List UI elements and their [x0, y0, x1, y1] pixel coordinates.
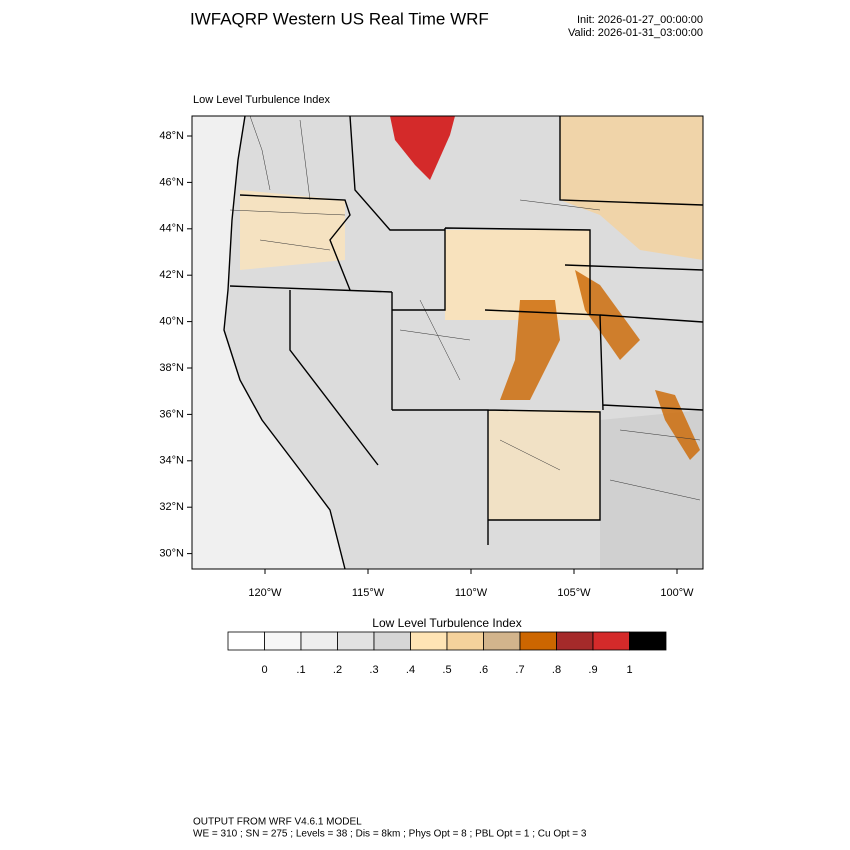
colorbar-label: .2 — [333, 664, 342, 676]
lon-tick-label: 115°W — [352, 587, 385, 599]
init-time: Init: 2026-01-27_00:00:00 — [577, 14, 703, 26]
colorbar-label: 1 — [626, 664, 632, 676]
map — [192, 116, 703, 569]
colorbar-title: Low Level Turbulence Index — [372, 616, 521, 630]
colorbar-box — [373, 631, 411, 651]
lat-tick-label: 46°N — [159, 176, 184, 188]
colorbar-label: .7 — [515, 664, 524, 676]
colorbar-box — [519, 631, 557, 651]
state-borders — [229, 116, 703, 545]
colorbar-box — [227, 631, 265, 651]
shade — [488, 410, 600, 520]
colorbar-box — [337, 631, 375, 651]
lon-tick-label: 105°W — [557, 587, 591, 599]
colorbar-box — [629, 631, 667, 651]
shade — [560, 116, 703, 260]
valid-time: Valid: 2026-01-31_03:00:00 — [568, 27, 703, 39]
lat-tick-label: 36°N — [159, 408, 184, 420]
axis-ticks: 48°N 46°N 44°N 42°N 40°N 38°N 36°N 34°N 32°N 30°N… — [159, 130, 694, 599]
colorbar-label: .6 — [479, 664, 488, 676]
shade — [240, 190, 345, 270]
colorbar-box — [483, 631, 521, 651]
colorbar: 0 .1 .2 .3 .4 .5 .6 .7 .8 .9 1 — [227, 631, 667, 676]
lat-tick-label: 32°N — [159, 501, 184, 513]
colorbar-label: 0 — [261, 664, 267, 676]
colorbar-box — [446, 631, 484, 651]
shade — [390, 116, 455, 180]
ocean — [192, 116, 345, 569]
colorbar-label: .8 — [552, 664, 561, 676]
map-frame — [191, 115, 704, 570]
lat-tick-label: 38°N — [159, 362, 184, 374]
colorbar-box — [264, 631, 302, 651]
shade — [500, 300, 560, 400]
lon-tick-label: 110°W — [455, 587, 488, 599]
main-title: IWFAQRP Western US Real Time WRF — [190, 9, 489, 28]
colorbar-box — [592, 631, 630, 651]
lon-tick-label: 100°W — [660, 587, 694, 599]
lat-tick-label: 30°N — [159, 548, 184, 560]
county-lines — [229, 116, 701, 501]
footer-line: OUTPUT FROM WRF V4.6.1 MODEL — [193, 817, 362, 828]
colorbar-box — [300, 631, 338, 651]
colorbar-label: .4 — [406, 664, 415, 676]
coastline — [223, 116, 346, 569]
colorbar-label: .1 — [296, 664, 305, 676]
colorbar-box — [556, 631, 594, 651]
lat-tick-label: 48°N — [159, 130, 184, 142]
lat-tick-label: 42°N — [159, 269, 184, 281]
colorbar-label: .5 — [442, 664, 451, 676]
colorbar-label: .9 — [588, 664, 597, 676]
lon-tick-label: 120°W — [248, 587, 282, 599]
shade — [600, 410, 703, 569]
shade — [445, 230, 590, 320]
colorbar-box — [410, 631, 448, 651]
lat-tick-label: 44°N — [159, 223, 184, 235]
lat-tick-label: 34°N — [159, 455, 184, 467]
colorbar-label: .3 — [369, 664, 378, 676]
lat-tick-label: 40°N — [159, 316, 184, 328]
map-title: Low Level Turbulence Index — [193, 94, 330, 106]
footer-line: WE = 310 ; SN = 275 ; Levels = 38 ; Dis … — [193, 829, 587, 840]
